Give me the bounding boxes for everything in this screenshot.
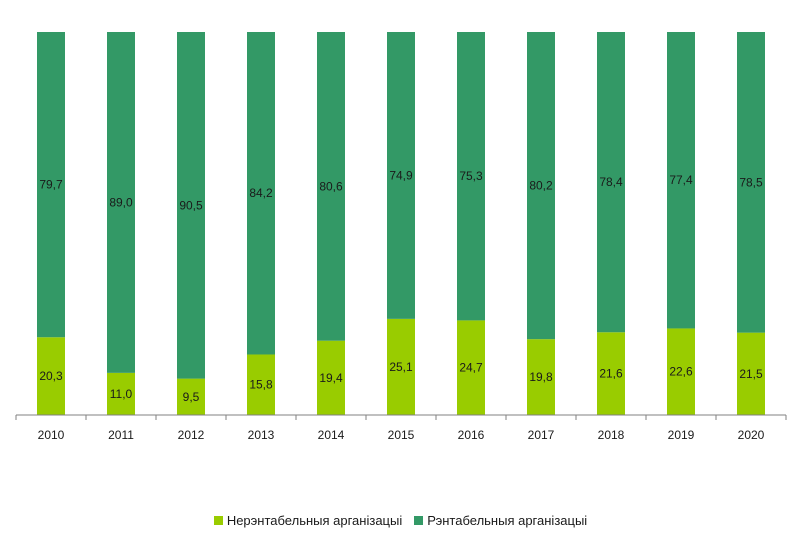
data-label-unprofitable-2011: 11,0 (110, 387, 133, 401)
data-label-unprofitable-2016: 24,7 (459, 361, 483, 375)
bar-profitable-2010 (37, 32, 65, 338)
x-axis-ticks: 2010 2011 2012 2013 2014 2015 2016 2017 2018 2019… (15, 415, 787, 442)
bars-group (37, 32, 765, 415)
bar-unprofitable-2020 (737, 332, 765, 415)
data-label-profitable-2018: 78,4 (599, 175, 623, 189)
data-label-unprofitable-2019: 22,6 (669, 365, 693, 379)
bar-profitable-2019 (667, 32, 695, 329)
data-label-profitable-2011: 89,0 (109, 195, 133, 209)
bar-unprofitable-2017 (527, 339, 555, 415)
bar-profitable-2018 (597, 32, 625, 333)
legend-swatch-unprofitable (213, 516, 223, 525)
legend-label-profitable: Рэнтабельныя арганізацыі (427, 513, 588, 528)
bar-profitable-2014 (317, 32, 345, 341)
data-label-profitable-2012: 90,5 (179, 198, 203, 212)
x-tick-label-2016: 2016 (458, 428, 485, 442)
data-label-unprofitable-2010: 20,3 (39, 369, 63, 383)
x-tick-label-2019: 2019 (668, 428, 695, 442)
x-tick-label-2020: 2020 (738, 428, 765, 442)
data-labels-group: 20,3 79,7 11,0 89,0 9,5 90,5 15,8 84,2 19,4 80,6 2… (39, 168, 763, 403)
bar-unprofitable-2013 (247, 354, 275, 415)
bar-profitable-2013 (247, 32, 275, 355)
data-label-profitable-2015: 74,9 (389, 168, 413, 182)
legend-item-unprofitable: Нерэнтабельныя арганізацыі (213, 513, 403, 528)
legend-label-unprofitable: Нерэнтабельныя арганізацыі (226, 513, 403, 528)
data-label-unprofitable-2014: 19,4 (319, 371, 343, 385)
bar-unprofitable-2016 (457, 320, 485, 415)
bar-profitable-2011 (107, 32, 135, 373)
legend: Нерэнтабельныя арганізацыі Рэнтабельныя … (0, 513, 801, 528)
bar-unprofitable-2018 (597, 332, 625, 415)
data-label-profitable-2014: 80,6 (319, 179, 343, 193)
bar-profitable-2016 (457, 32, 485, 321)
bar-profitable-2012 (177, 32, 205, 379)
data-label-profitable-2017: 80,2 (529, 179, 553, 193)
bar-unprofitable-2012 (177, 378, 205, 415)
bar-unprofitable-2015 (387, 318, 415, 415)
x-tick-label-2017: 2017 (528, 428, 555, 442)
legend-swatch-profitable (414, 516, 424, 525)
data-label-profitable-2019: 77,4 (669, 173, 693, 187)
x-tick-label-2018: 2018 (598, 428, 625, 442)
data-label-unprofitable-2020: 21,5 (739, 367, 763, 381)
legend-item-profitable: Рэнтабельныя арганізацыі (414, 513, 587, 528)
bar-unprofitable-2019 (667, 328, 695, 415)
x-tick-label-2015: 2015 (388, 428, 415, 442)
x-tick-label-2011: 2011 (108, 428, 134, 442)
data-label-unprofitable-2012: 9,5 (183, 390, 200, 404)
bar-profitable-2015 (387, 32, 415, 319)
bar-unprofitable-2010 (37, 337, 65, 415)
bar-unprofitable-2014 (317, 340, 345, 415)
data-label-unprofitable-2017: 19,8 (529, 370, 553, 384)
x-tick-label-2010: 2010 (38, 428, 65, 442)
bar-unprofitable-2011 (107, 372, 135, 415)
data-label-profitable-2020: 78,5 (739, 175, 763, 189)
x-tick-label-2014: 2014 (318, 428, 345, 442)
bar-profitable-2020 (737, 32, 765, 333)
x-tick-label-2013: 2013 (248, 428, 275, 442)
data-label-profitable-2010: 79,7 (39, 178, 63, 192)
data-label-unprofitable-2018: 21,6 (599, 367, 623, 381)
data-label-unprofitable-2013: 15,8 (249, 378, 273, 392)
data-label-unprofitable-2015: 25,1 (389, 360, 413, 374)
data-label-profitable-2016: 75,3 (459, 169, 483, 183)
bar-profitable-2017 (527, 32, 555, 340)
x-tick-label-2012: 2012 (178, 428, 205, 442)
data-label-profitable-2013: 84,2 (249, 186, 273, 200)
